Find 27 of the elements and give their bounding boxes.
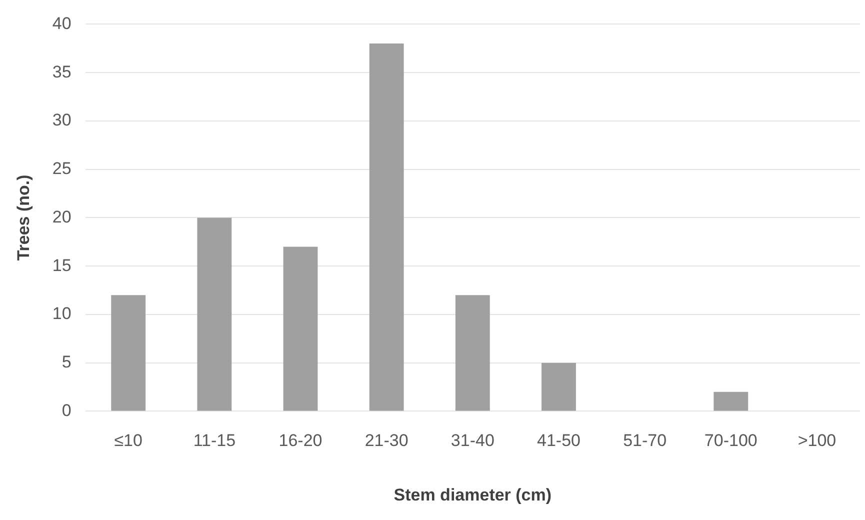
x-tick-label: 31-40 xyxy=(450,431,494,450)
bar xyxy=(111,295,146,411)
x-tick-label: 16-20 xyxy=(278,431,322,450)
y-tick-label: 5 xyxy=(62,352,72,372)
y-tick-label: 25 xyxy=(52,159,72,178)
y-tick-label: 40 xyxy=(52,14,72,33)
y-tick-label: 35 xyxy=(52,62,72,82)
bar xyxy=(455,295,490,411)
y-tick-label: 0 xyxy=(62,400,72,420)
x-axis-title: Stem diameter (cm) xyxy=(394,485,552,504)
bar xyxy=(714,392,748,411)
x-tick-label: 70-100 xyxy=(704,431,758,450)
y-axis-title: Trees (no.) xyxy=(14,174,33,261)
bar xyxy=(283,246,318,411)
x-tick-label: 11-15 xyxy=(193,431,236,450)
x-tick-label: 21-30 xyxy=(364,431,408,450)
x-tick-label: 51-70 xyxy=(623,431,667,450)
bar xyxy=(542,362,576,411)
y-tick-label: 15 xyxy=(52,256,72,275)
bar xyxy=(197,218,232,411)
y-tick-label: 10 xyxy=(52,304,72,324)
x-tick-label: 41-50 xyxy=(536,431,580,450)
y-tick-label: 20 xyxy=(52,207,72,226)
bar xyxy=(369,44,404,411)
x-tick-label: >100 xyxy=(798,431,836,450)
x-tick-label: ≤10 xyxy=(114,431,142,450)
y-tick-label: 30 xyxy=(52,110,72,130)
